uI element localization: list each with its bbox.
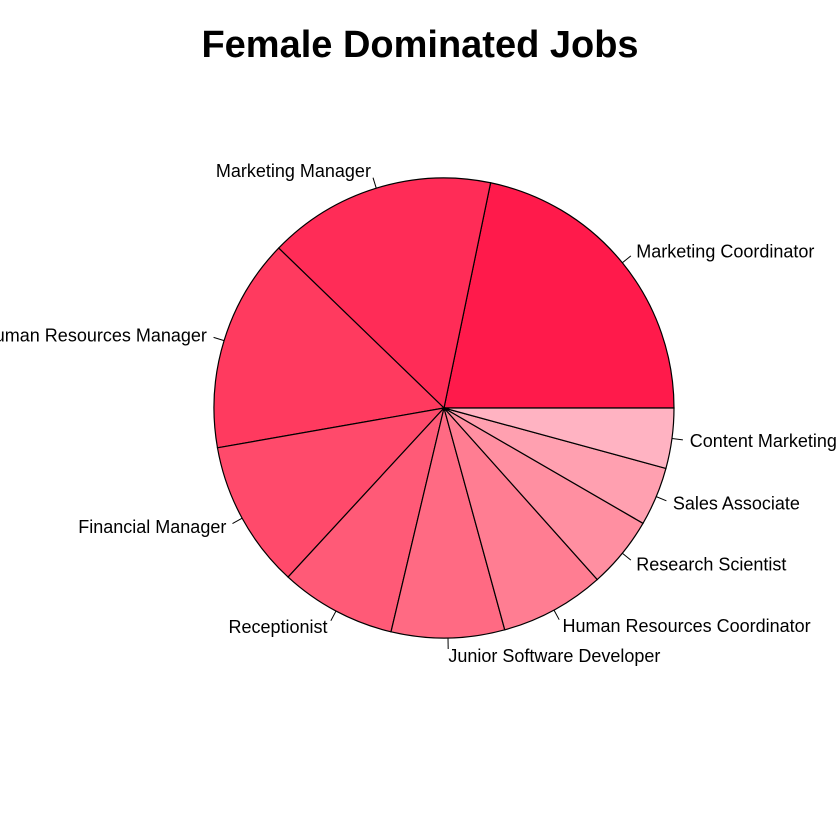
slice-label: Financial Manager <box>78 517 226 537</box>
slice-label: Human Resources Manager <box>0 325 207 345</box>
slice-label: Marketing Manager <box>216 161 371 181</box>
slice-tick <box>622 552 632 561</box>
slice-tick <box>372 177 377 189</box>
slice-tick <box>656 496 667 502</box>
slice-label: Content Marketing Manager <box>690 431 840 451</box>
slice-tick <box>213 336 225 342</box>
slice-label: Receptionist <box>228 617 327 637</box>
slice-tick <box>553 609 560 620</box>
slice-tick <box>622 255 632 264</box>
pie-slice <box>443 407 599 631</box>
slice-label: Marketing Coordinator <box>636 241 814 261</box>
slice-tick <box>671 437 683 441</box>
slice-tick <box>330 610 337 622</box>
pie-slice <box>216 407 446 578</box>
pie-slice <box>443 407 675 470</box>
slice-label: Junior Software Developer <box>448 646 660 666</box>
chart-title: Female Dominated Jobs <box>201 24 639 66</box>
pie-slice <box>390 407 506 639</box>
slice-label: Research Scientist <box>636 555 786 575</box>
slice-label: Sales Associate <box>673 494 800 514</box>
pie-slice <box>277 177 492 410</box>
pie-slice <box>443 182 675 409</box>
pie-slice <box>287 405 446 633</box>
slice-tick <box>232 517 243 524</box>
slice-label: Human Resources Coordinator <box>563 616 811 636</box>
